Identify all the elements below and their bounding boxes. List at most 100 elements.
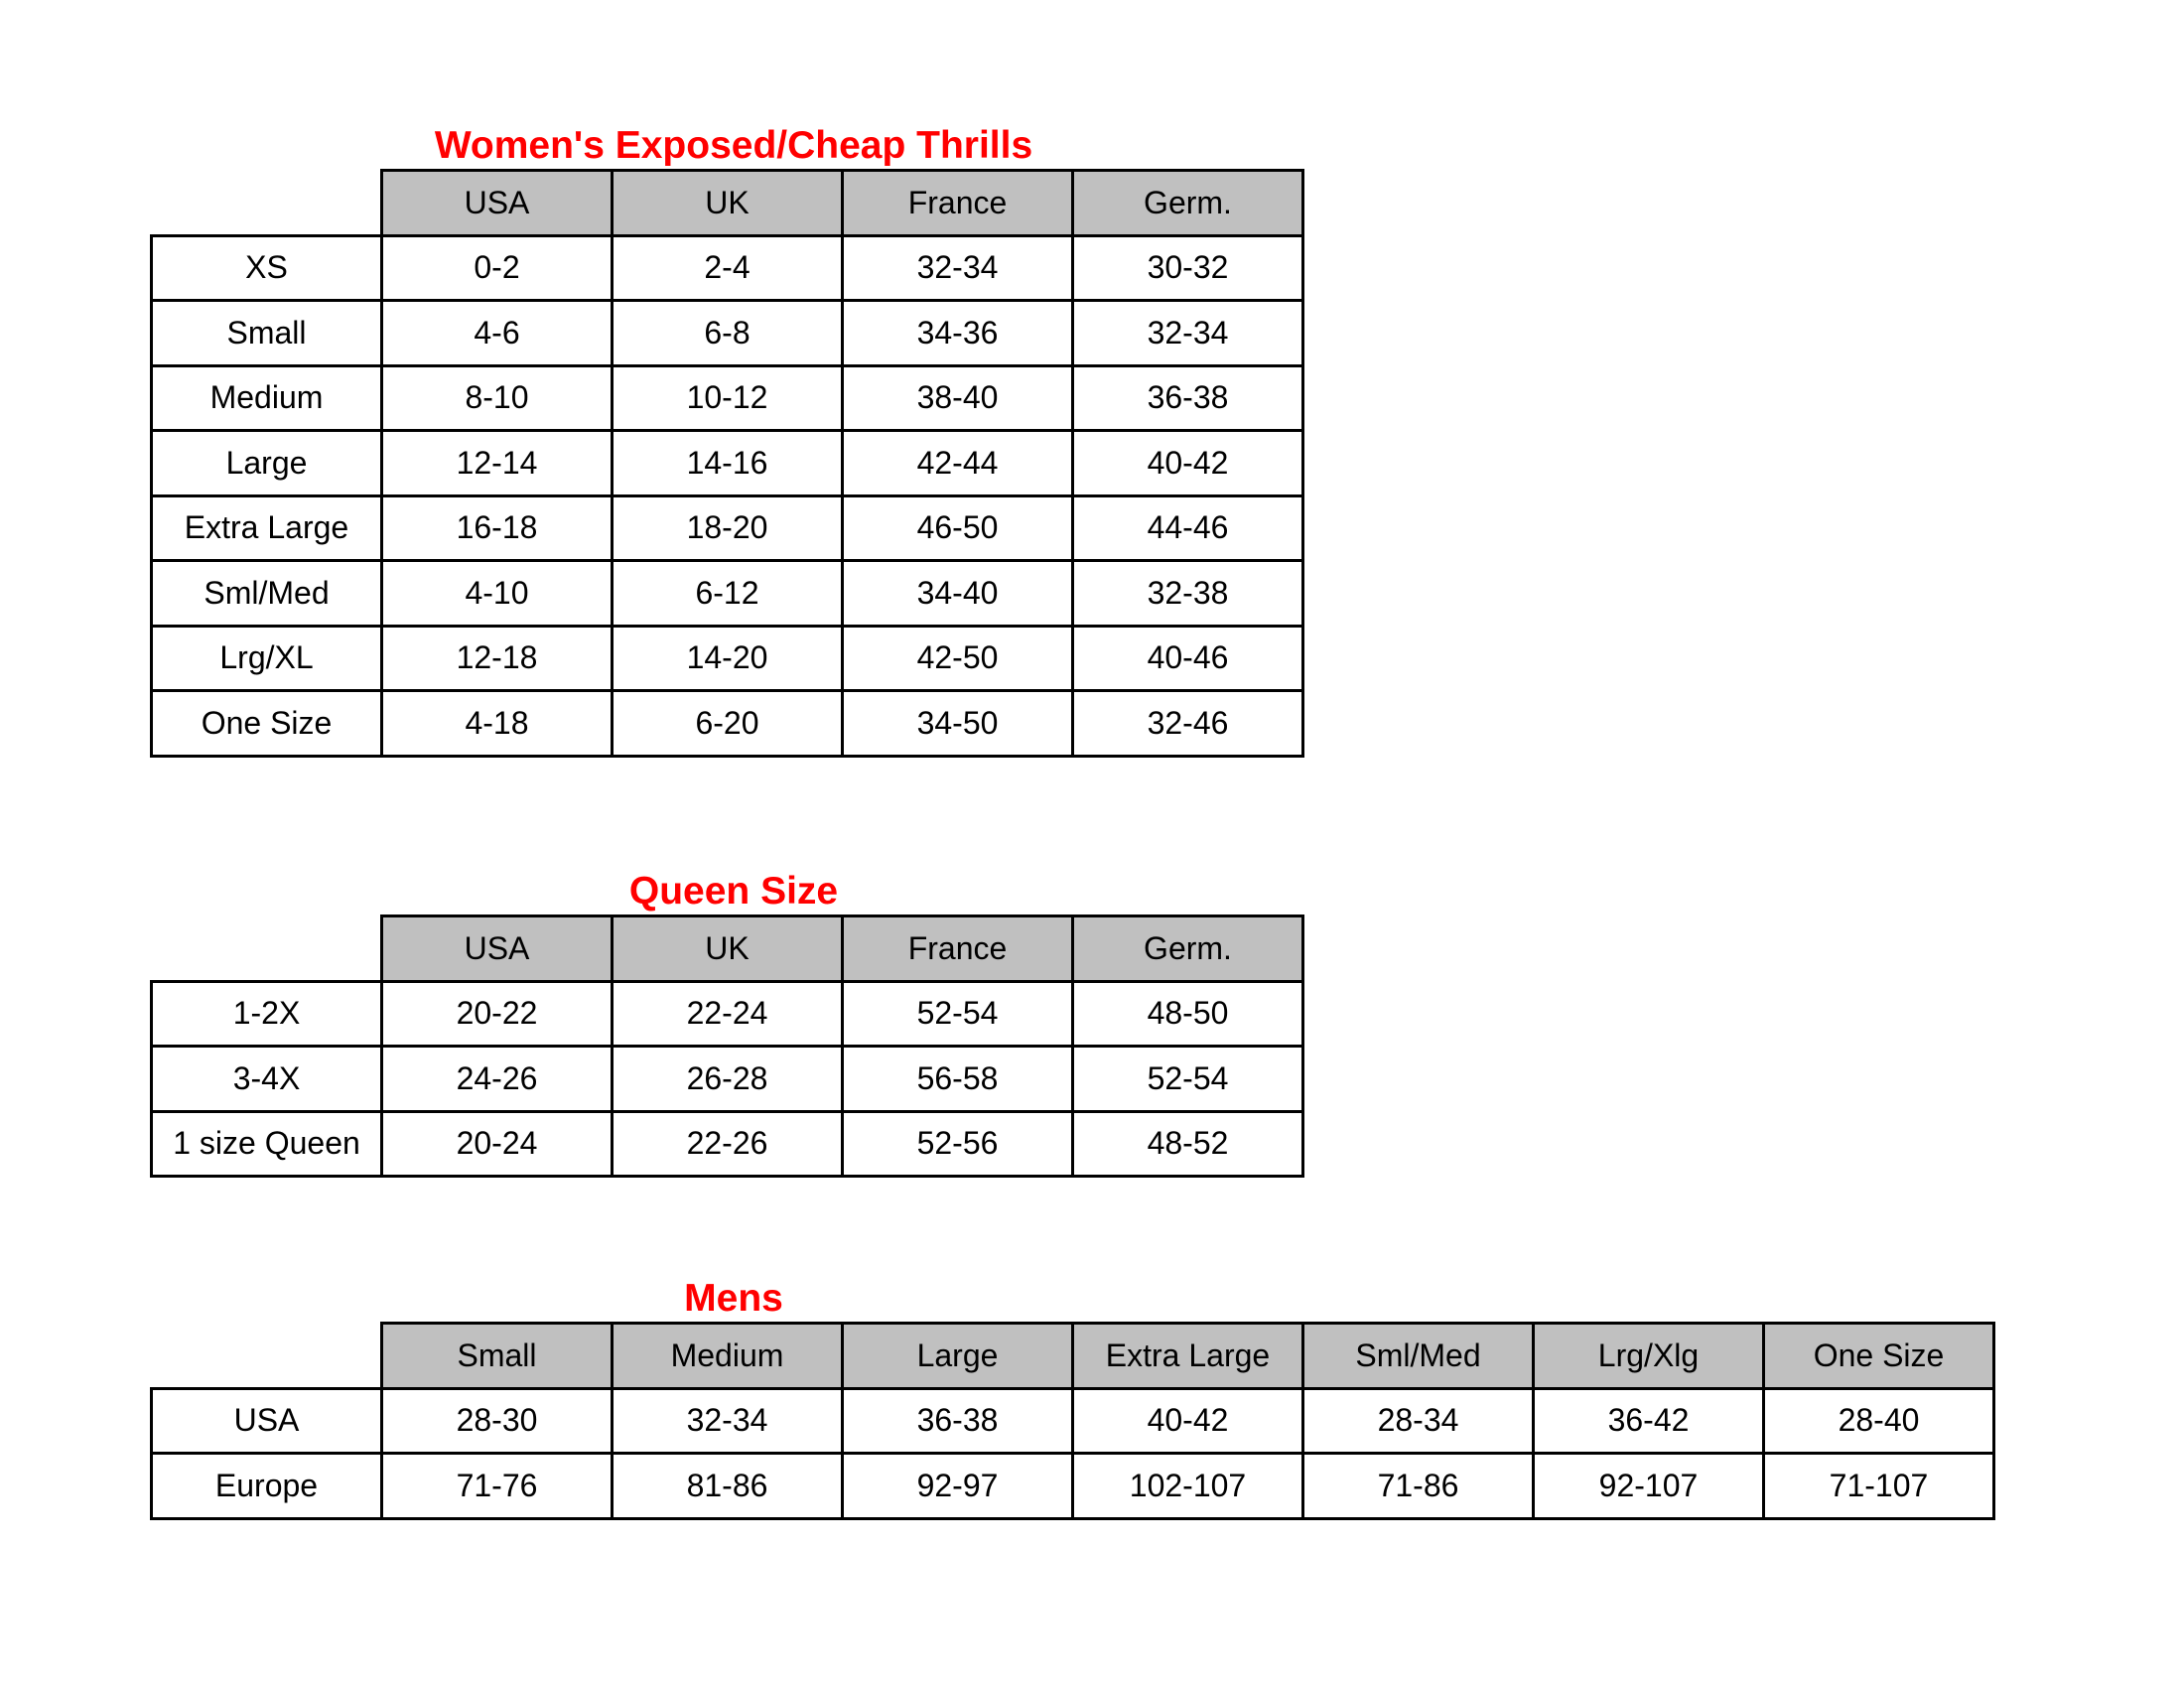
column-header: Germ. [1071,914,1304,983]
size-cell: 26-28 [611,1045,844,1113]
header-row: Small Medium Large Extra Large Sml/Med Lrg/Xl… [151,1322,1995,1390]
size-cell: 8-10 [380,363,614,432]
size-cell: 71-76 [380,1452,614,1520]
table-row: Lrg/XL 12-18 14-20 42-50 40-46 [150,624,1304,692]
column-header: Extra Large [1071,1322,1304,1390]
size-cell: 71-86 [1301,1452,1535,1520]
header-row: USA UK France Germ. [151,169,1304,237]
size-cell: 6-8 [611,299,844,367]
size-cell: 38-40 [841,363,1074,432]
size-cell: 40-46 [1071,624,1304,692]
size-cell: 32-34 [1071,299,1304,367]
size-cell: 102-107 [1071,1452,1304,1520]
size-cell: 48-50 [1071,979,1304,1048]
table-row: XS 0-2 2-4 32-34 30-32 [150,233,1304,302]
row-label: Large [150,429,383,497]
size-cell: 34-36 [841,299,1074,367]
size-cell: 42-44 [841,429,1074,497]
size-cell: 36-42 [1532,1386,1765,1455]
row-label: Extra Large [150,493,383,562]
column-header: Small [380,1322,614,1390]
size-cell: 52-54 [841,979,1074,1048]
row-label: One Size [150,689,383,758]
table-row: Large 12-14 14-16 42-44 40-42 [150,429,1304,497]
size-cell: 24-26 [380,1045,614,1113]
size-cell: 48-52 [1071,1109,1304,1178]
column-header: France [841,169,1074,237]
size-cell: 32-38 [1071,559,1304,628]
size-cell: 22-26 [611,1109,844,1178]
size-cell: 6-20 [611,689,844,758]
size-cell: 14-16 [611,429,844,497]
table-row: Europe 71-76 81-86 92-97 102-107 71-86 92-107 7… [150,1452,1995,1520]
column-header: One Size [1762,1322,1995,1390]
mens-table-title: Mens [684,1277,783,1320]
size-cell: 28-40 [1762,1386,1995,1455]
size-cell: 28-34 [1301,1386,1535,1455]
column-header: Large [841,1322,1074,1390]
size-cell: 0-2 [380,233,614,302]
table-row: 1-2X 20-22 22-24 52-54 48-50 [150,979,1304,1048]
womens-size-table: USA UK France Germ. XS 0-2 2-4 32-34 30-32 Small 4… [150,169,1304,758]
table-row: Extra Large 16-18 18-20 46-50 44-46 [150,493,1304,562]
size-cell: 30-32 [1071,233,1304,302]
size-cell: 32-46 [1071,689,1304,758]
row-label: Sml/Med [150,559,383,628]
size-cell: 56-58 [841,1045,1074,1113]
table-row: Sml/Med 4-10 6-12 34-40 32-38 [150,559,1304,628]
size-cell: 92-107 [1532,1452,1765,1520]
column-header: UK [611,169,844,237]
row-label: Europe [150,1452,383,1520]
size-cell: 2-4 [611,233,844,302]
column-header: USA [380,169,614,237]
size-cell: 36-38 [1071,363,1304,432]
row-label: XS [150,233,383,302]
size-cell: 92-97 [841,1452,1074,1520]
table-row: USA 28-30 32-34 36-38 40-42 28-34 36-42 28-40 [150,1386,1995,1455]
size-cell: 4-18 [380,689,614,758]
size-cell: 20-22 [380,979,614,1048]
size-cell: 28-30 [380,1386,614,1455]
size-cell: 22-24 [611,979,844,1048]
table-row: 3-4X 24-26 26-28 56-58 52-54 [150,1045,1304,1113]
corner-cell [151,1323,383,1390]
size-cell: 32-34 [841,233,1074,302]
column-header: Germ. [1071,169,1304,237]
corner-cell [151,170,383,237]
row-label: Small [150,299,383,367]
size-cell: 12-18 [380,624,614,692]
size-cell: 40-42 [1071,429,1304,497]
row-label: Medium [150,363,383,432]
size-cell: 42-50 [841,624,1074,692]
queen-table-title: Queen Size [628,870,839,913]
table-row: Medium 8-10 10-12 38-40 36-38 [150,363,1304,432]
row-label: Lrg/XL [150,624,383,692]
size-cell: 20-24 [380,1109,614,1178]
size-cell: 44-46 [1071,493,1304,562]
size-cell: 52-56 [841,1109,1074,1178]
size-cell: 4-6 [380,299,614,367]
size-cell: 32-34 [611,1386,844,1455]
size-cell: 4-10 [380,559,614,628]
column-header: Sml/Med [1301,1322,1535,1390]
size-cell: 18-20 [611,493,844,562]
row-label: 1 size Queen [150,1109,383,1178]
size-cell: 71-107 [1762,1452,1995,1520]
column-header: France [841,914,1074,983]
size-cell: 46-50 [841,493,1074,562]
mens-size-table: Small Medium Large Extra Large Sml/Med Lrg/Xl… [150,1322,1995,1520]
row-label: 3-4X [150,1045,383,1113]
column-header: USA [380,914,614,983]
size-cell: 12-14 [380,429,614,497]
column-header: Lrg/Xlg [1532,1322,1765,1390]
column-header: UK [611,914,844,983]
size-cell: 36-38 [841,1386,1074,1455]
size-cell: 40-42 [1071,1386,1304,1455]
size-cell: 10-12 [611,363,844,432]
row-label: 1-2X [150,979,383,1048]
size-cell: 34-50 [841,689,1074,758]
table-row: Small 4-6 6-8 34-36 32-34 [150,299,1304,367]
table-row: One Size 4-18 6-20 34-50 32-46 [150,689,1304,758]
row-label: USA [150,1386,383,1455]
size-cell: 81-86 [611,1452,844,1520]
